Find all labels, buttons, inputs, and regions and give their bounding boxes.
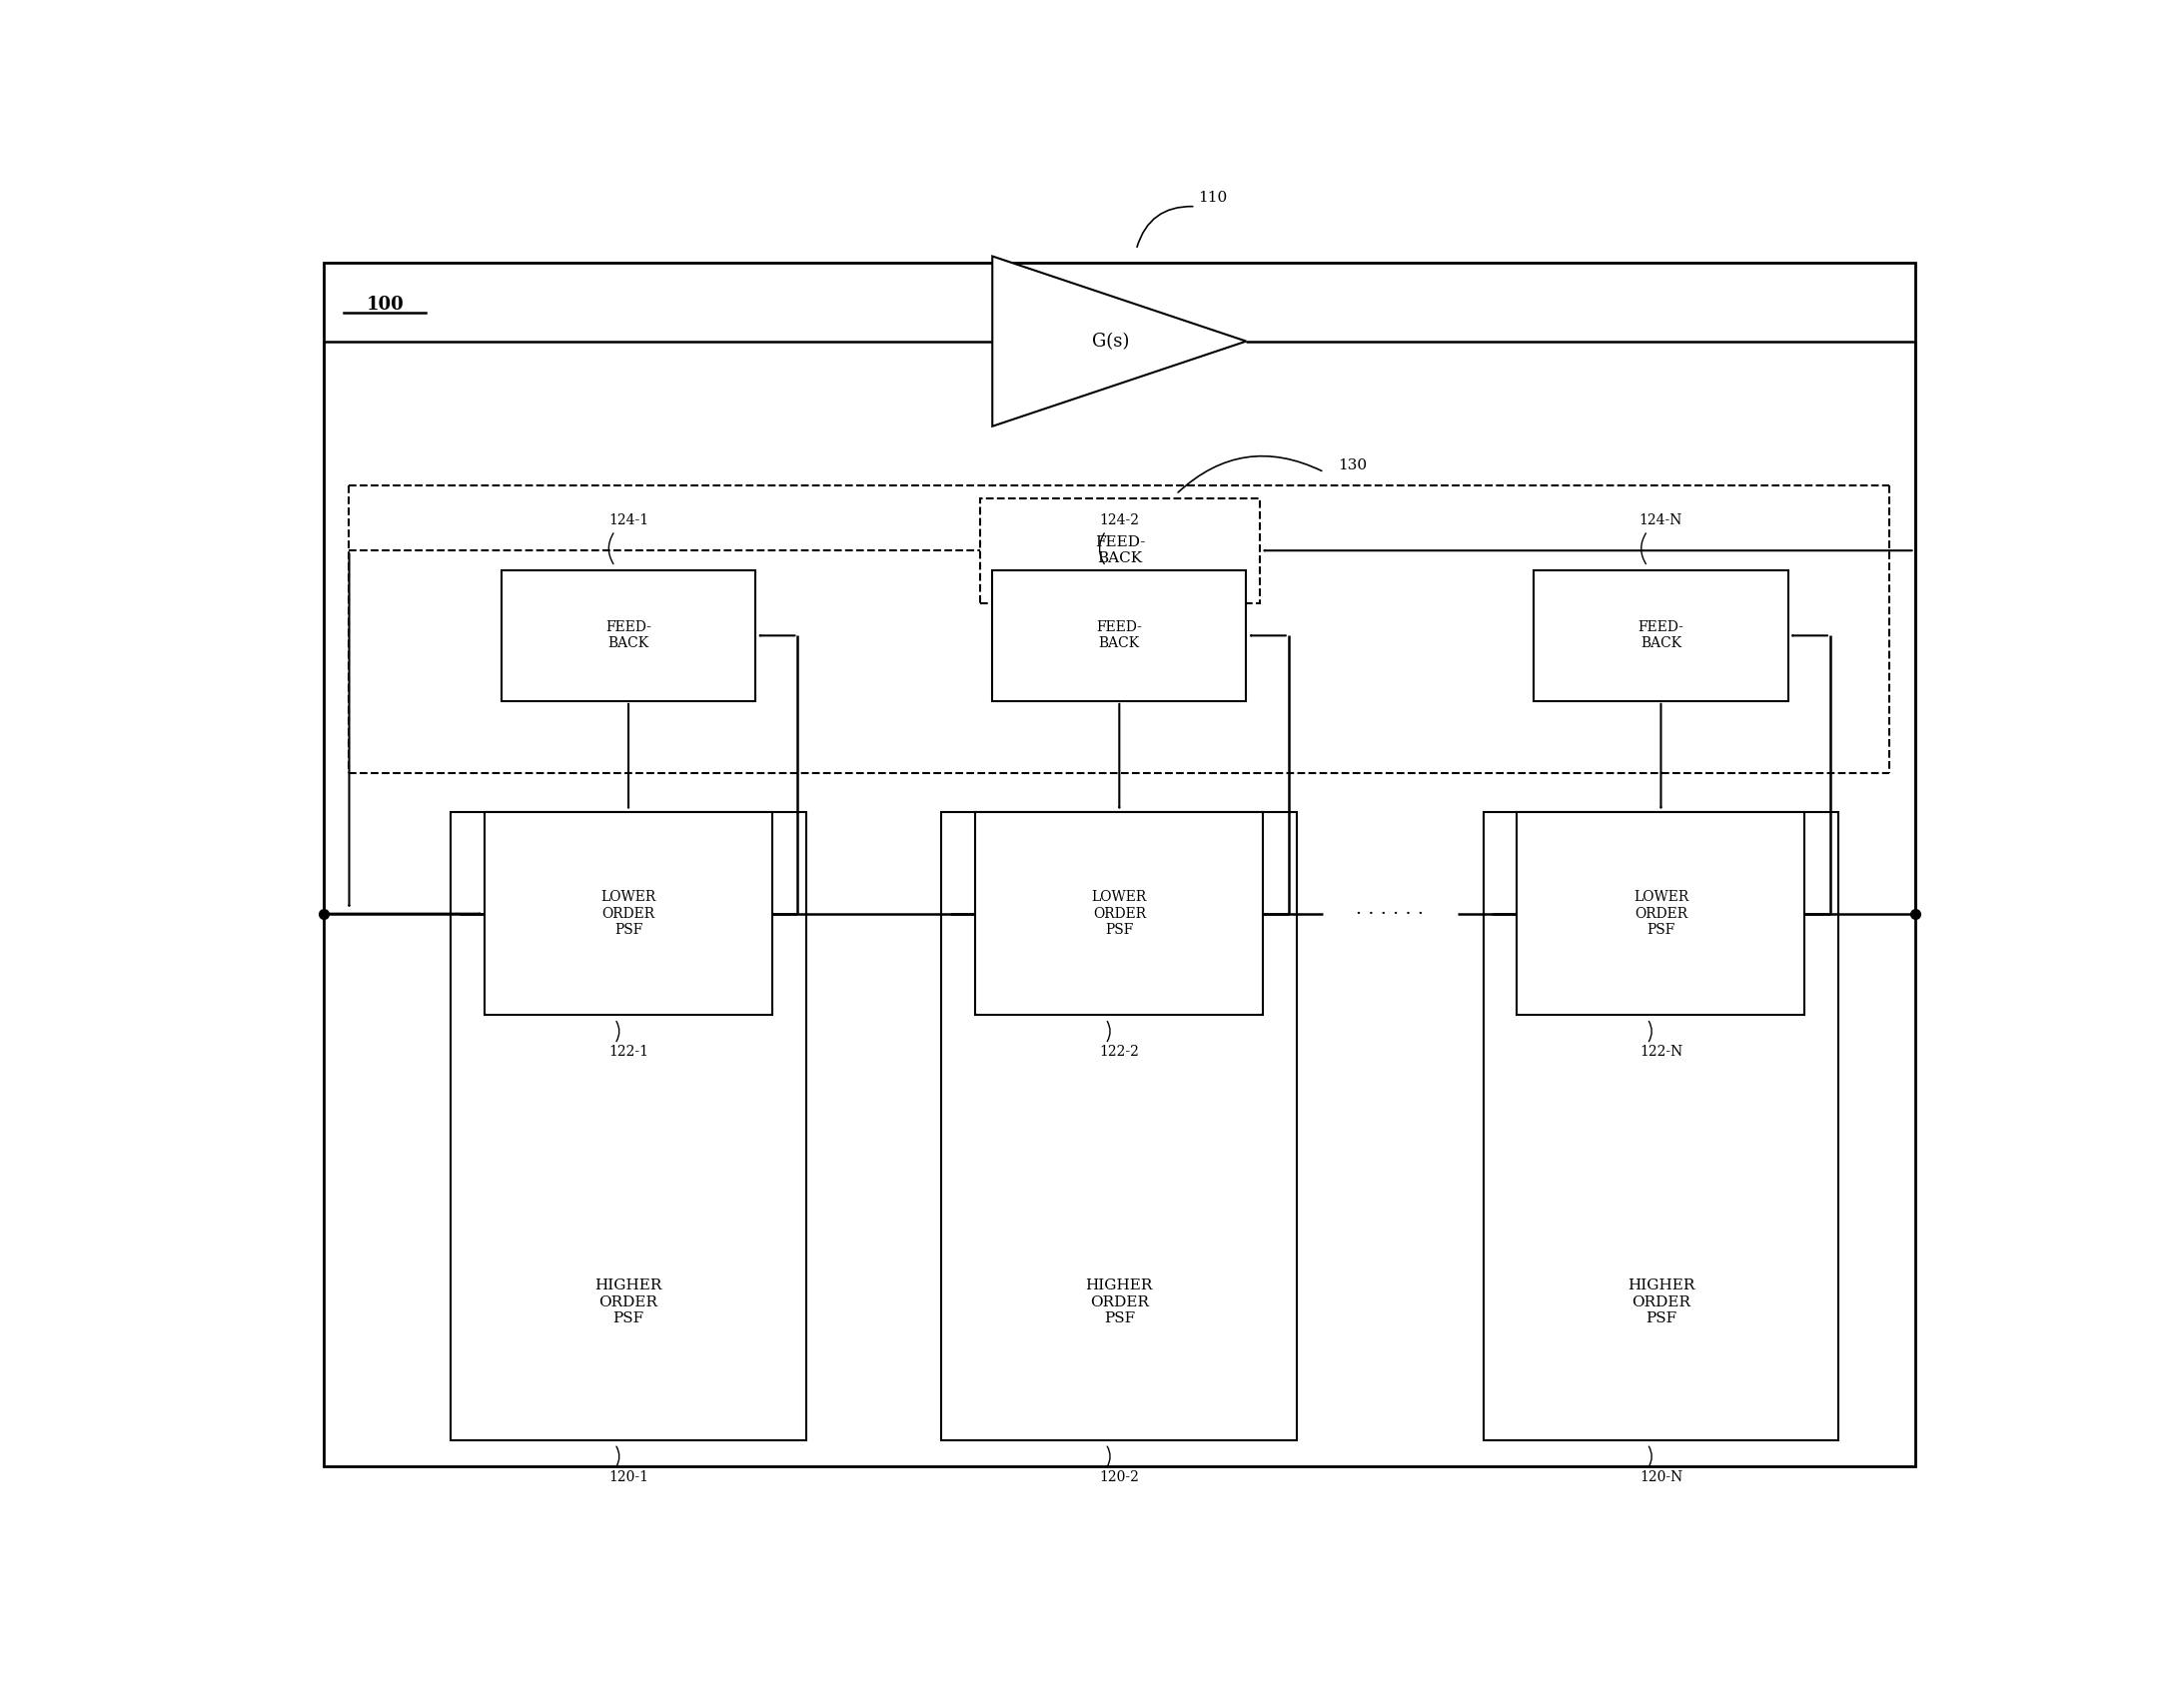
Text: 120-N: 120-N (1640, 1470, 1682, 1483)
Text: 120-1: 120-1 (609, 1470, 649, 1483)
Text: 130: 130 (1339, 459, 1367, 472)
Bar (502, 571, 756, 702)
Text: G(s): G(s) (1092, 333, 1129, 350)
Text: LOWER
ORDER
PSF: LOWER ORDER PSF (601, 890, 655, 936)
Bar (1533, 571, 1789, 702)
Text: FEED-
BACK: FEED- BACK (1096, 620, 1142, 651)
Text: 124-N: 124-N (1640, 513, 1682, 527)
Text: FEED-
BACK: FEED- BACK (1094, 535, 1144, 566)
Text: FEED-
BACK: FEED- BACK (1638, 620, 1684, 651)
Bar (941, 812, 1297, 1441)
Text: 122-2: 122-2 (1099, 1045, 1140, 1058)
Bar (981, 498, 1260, 603)
Text: 110: 110 (1197, 190, 1227, 204)
Text: · · · · · ·: · · · · · · (1356, 904, 1424, 923)
Text: HIGHER
ORDER
PSF: HIGHER ORDER PSF (594, 1279, 662, 1325)
Text: LOWER
ORDER
PSF: LOWER ORDER PSF (1634, 890, 1688, 936)
Text: FEED-
BACK: FEED- BACK (605, 620, 651, 651)
Text: 100: 100 (367, 296, 404, 313)
Text: HIGHER
ORDER
PSF: HIGHER ORDER PSF (1627, 1279, 1695, 1325)
Bar (1518, 812, 1804, 1014)
Text: 124-1: 124-1 (609, 513, 649, 527)
Text: 122-1: 122-1 (609, 1045, 649, 1058)
Bar (976, 812, 1262, 1014)
Text: 120-2: 120-2 (1099, 1470, 1140, 1483)
Polygon shape (992, 257, 1247, 426)
Bar (1483, 812, 1839, 1441)
Text: 122-N: 122-N (1640, 1045, 1682, 1058)
Text: 124-2: 124-2 (1099, 513, 1140, 527)
Text: HIGHER
ORDER
PSF: HIGHER ORDER PSF (1085, 1279, 1153, 1325)
Bar (450, 812, 806, 1441)
Text: LOWER
ORDER
PSF: LOWER ORDER PSF (1092, 890, 1147, 936)
Bar (992, 571, 1247, 702)
Bar (485, 812, 773, 1014)
